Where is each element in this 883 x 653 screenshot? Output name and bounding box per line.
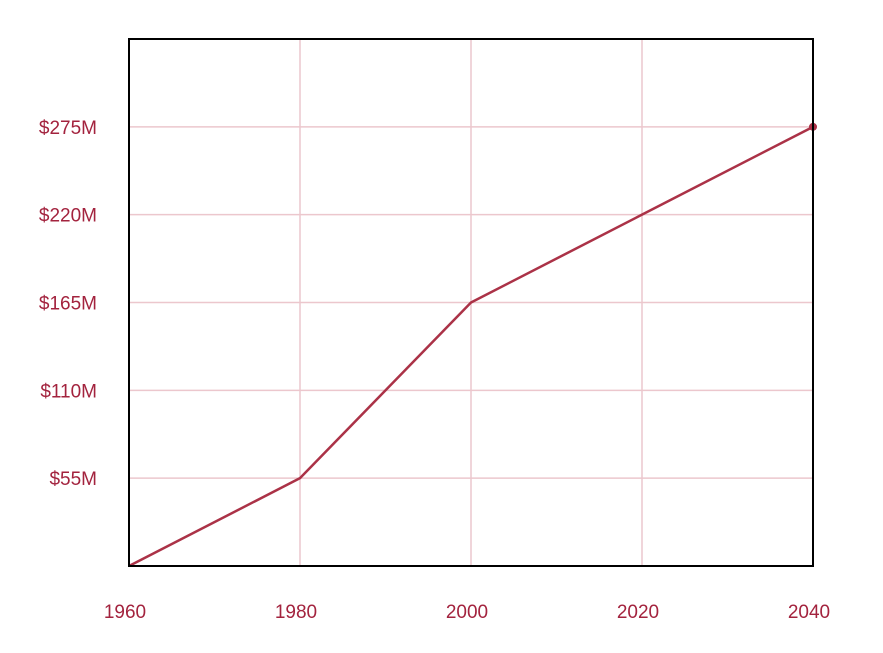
y-tick-label: $110M — [40, 381, 97, 402]
y-tick-label: $275M — [39, 118, 97, 139]
x-tick-label: 2000 — [446, 602, 488, 623]
x-tick-label: 2040 — [788, 602, 830, 623]
plot-frame — [128, 38, 814, 567]
y-tick-label: $165M — [39, 294, 97, 315]
series-line — [128, 125, 814, 568]
y-tick-label: $55M — [49, 469, 97, 490]
y-tick-label: $220M — [39, 206, 97, 227]
x-axis-tick-labels: 1960 1980 2000 2020 2040 — [104, 602, 830, 623]
x-tick-label: 1980 — [275, 602, 317, 623]
x-tick-label: 2020 — [617, 602, 659, 623]
series-layer — [128, 122, 817, 568]
x-tick-label: 1960 — [104, 602, 146, 623]
y-axis-tick-labels: $55M $110M $165M $220M $275M — [39, 118, 97, 490]
